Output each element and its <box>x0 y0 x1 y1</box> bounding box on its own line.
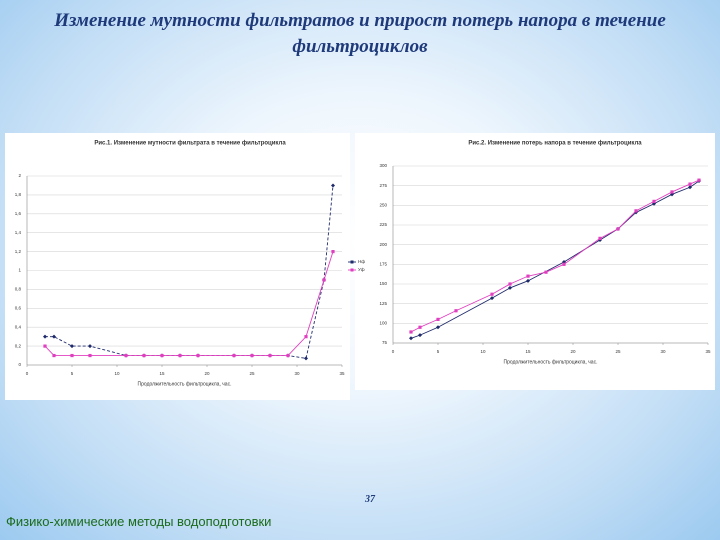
legend-marker <box>350 260 354 264</box>
point <box>268 353 272 358</box>
y-tick-label: 125 <box>379 301 387 306</box>
point <box>436 325 440 330</box>
y-tick-label: 75 <box>382 340 388 345</box>
chart-title: Рис.2. Изменение потерь напора в течение… <box>468 140 642 147</box>
point <box>670 190 674 194</box>
legend-label: Нф <box>358 259 365 264</box>
point <box>142 353 146 358</box>
y-tick-label: 2 <box>18 173 21 178</box>
point <box>52 353 56 358</box>
point <box>526 278 530 283</box>
series-line <box>410 179 700 333</box>
point <box>250 353 254 358</box>
point <box>688 182 692 186</box>
point <box>43 344 47 348</box>
y-tick-label: 1 <box>18 268 21 273</box>
x-tick-label: 10 <box>114 371 120 376</box>
y-tick-label: 225 <box>379 222 387 227</box>
y-tick-label: 175 <box>379 262 387 267</box>
point <box>160 353 164 358</box>
point <box>70 344 74 349</box>
point <box>544 270 548 274</box>
point <box>598 236 602 240</box>
x-tick-label: 35 <box>339 371 345 376</box>
x-tick-label: 25 <box>615 349 621 354</box>
point <box>304 356 308 361</box>
y-tick-label: 1,2 <box>15 249 22 254</box>
y-tick-label: 275 <box>379 183 387 188</box>
y-tick-label: 100 <box>379 321 387 326</box>
point <box>88 353 92 358</box>
point <box>688 185 692 190</box>
point <box>490 292 494 296</box>
point <box>409 330 413 334</box>
slide-title: Изменение мутности фильтратов и прирост … <box>54 10 666 57</box>
point <box>409 336 413 341</box>
y-tick-label: 300 <box>379 163 387 168</box>
legend-marker <box>350 268 354 272</box>
point <box>508 282 512 286</box>
point <box>454 309 458 313</box>
point <box>418 333 422 338</box>
point <box>322 278 326 282</box>
point <box>616 227 620 231</box>
point <box>304 335 308 339</box>
x-tick-label: 35 <box>705 349 711 354</box>
x-tick-label: 20 <box>570 349 576 354</box>
x-tick-label: 5 <box>71 371 74 376</box>
point <box>178 353 182 358</box>
y-tick-label: 200 <box>379 242 387 247</box>
x-tick-label: 10 <box>480 349 486 354</box>
x-tick-label: 0 <box>392 349 395 354</box>
point <box>52 334 56 339</box>
x-tick-label: 25 <box>249 371 255 376</box>
point <box>331 183 335 188</box>
y-tick-label: 1,4 <box>15 230 22 235</box>
chart-area <box>5 133 350 400</box>
y-tick-label: 0,6 <box>15 305 22 310</box>
point <box>418 325 422 329</box>
y-tick-label: 1,6 <box>15 211 22 216</box>
point <box>508 285 512 290</box>
y-tick-label: 250 <box>379 203 387 208</box>
point <box>196 353 200 358</box>
x-tick-label: 5 <box>437 349 440 354</box>
chart-area <box>355 133 715 390</box>
point <box>43 334 47 339</box>
point <box>436 317 440 321</box>
chart-title: Рис.1. Изменение мутности фильтрата в те… <box>94 140 286 147</box>
point <box>490 296 494 301</box>
point <box>562 262 566 266</box>
point <box>526 274 530 278</box>
page-number: 37 <box>365 494 375 505</box>
point <box>70 353 74 358</box>
point <box>88 344 92 349</box>
footer: Физико-химические методы водоподготовки <box>6 514 272 529</box>
point <box>331 250 335 254</box>
point <box>697 178 701 182</box>
x-tick-label: 30 <box>294 371 300 376</box>
y-tick-label: 0,8 <box>15 287 22 292</box>
point <box>634 209 638 213</box>
x-axis-label: Продолжительность фильтроцикла, час. <box>504 359 598 365</box>
legend-label: Уф <box>358 267 365 272</box>
point <box>286 353 290 358</box>
x-tick-label: 20 <box>204 371 210 376</box>
x-tick-label: 15 <box>159 371 165 376</box>
y-tick-label: 150 <box>379 281 387 286</box>
point <box>232 353 236 358</box>
series-line <box>44 251 334 356</box>
y-tick-label: 0 <box>18 362 21 367</box>
y-tick-label: 0,2 <box>15 343 22 348</box>
point <box>652 199 656 203</box>
x-tick-label: 30 <box>660 349 666 354</box>
x-tick-label: 0 <box>26 371 29 376</box>
y-tick-label: 0,4 <box>15 324 22 329</box>
x-tick-label: 15 <box>525 349 531 354</box>
x-axis-label: Продолжительность фильтроцикла, час. <box>138 381 232 387</box>
point <box>124 353 128 358</box>
y-tick-label: 1,8 <box>15 192 22 197</box>
